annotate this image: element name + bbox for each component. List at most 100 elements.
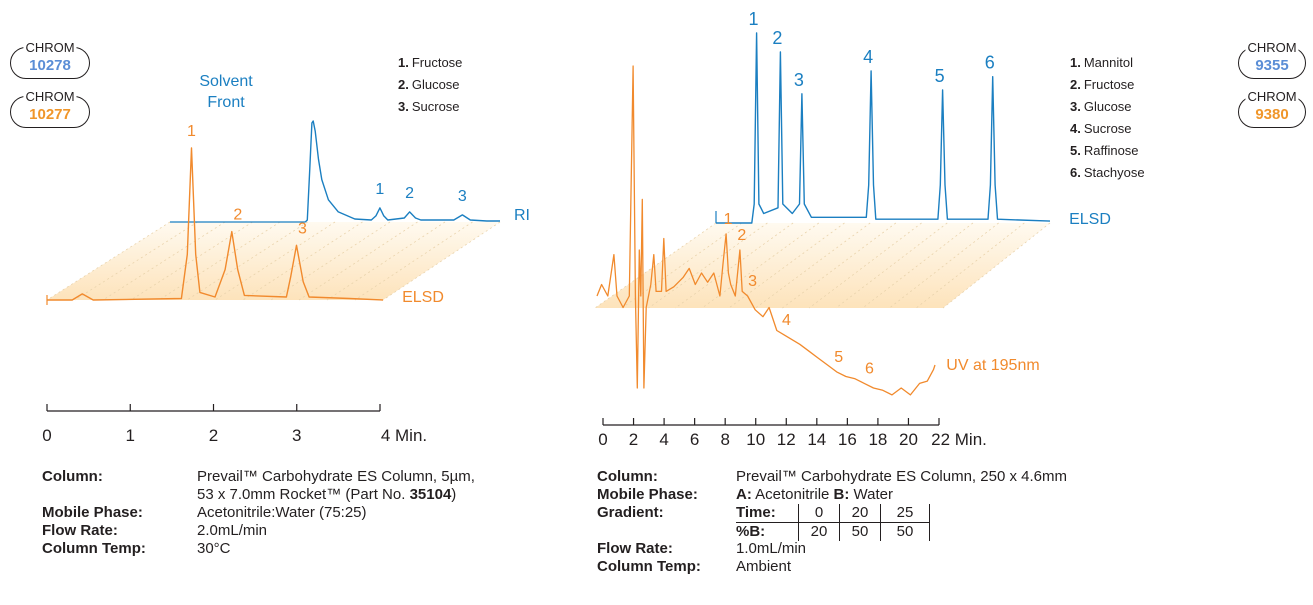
left-conditions: Column: Prevail™ Carbohydrate ES Column,… <box>42 468 572 558</box>
ri-peak-label: 2 <box>405 185 414 202</box>
plane-gridline <box>130 221 253 301</box>
uv-peak-label: 1 <box>724 211 733 228</box>
gradient-time-cell: 0 <box>798 504 840 523</box>
elsd-trace <box>47 147 384 301</box>
condition-key: Mobile Phase: <box>42 504 143 521</box>
gradient-b-label: %B: <box>736 523 766 540</box>
x-tick-label: 16 <box>838 430 857 449</box>
legend-item: 3. Sucrose <box>398 96 462 118</box>
condition-value: 53 x 7.0mm Rocket™ (Part No. 35104) <box>197 486 456 504</box>
condition-value: 2.0mL/min <box>197 522 268 539</box>
condition-value: Prevail™ Carbohydrate ES Column, 250 x 4… <box>736 468 1067 485</box>
legend-compound: Glucose <box>1083 99 1132 114</box>
plane-gridline <box>270 221 391 301</box>
uv-peak-label: 6 <box>865 360 874 377</box>
legend-number: 2. <box>398 77 409 92</box>
legend-item: 1. Mannitol <box>1070 52 1145 74</box>
mobile-b-key: B: <box>833 486 850 503</box>
condition-key: Column Temp: <box>597 558 701 575</box>
part-suffix: ) <box>451 486 457 503</box>
legend-number: 1. <box>1070 55 1081 70</box>
x-tick-label: 4 <box>659 430 668 449</box>
x-tick-label: 14 <box>807 430 826 449</box>
x-tick-label: 4 Min. <box>381 426 427 445</box>
condition-value: 1.0mL/min <box>736 540 807 557</box>
uv-trace <box>596 65 936 396</box>
plane-gridline <box>46 221 171 301</box>
chrom-badge-number: 9380 <box>1255 106 1289 123</box>
x-tick-label: 2 <box>209 426 218 445</box>
condition-value: Acetonitrile:Water (75:25) <box>197 504 367 521</box>
x-tick-label: 10 <box>746 430 765 449</box>
elsd-series-label: ELSD <box>402 289 444 306</box>
chrom-badge-9380: CHROM 9380 <box>1238 90 1306 128</box>
x-tick-label: 3 <box>292 426 301 445</box>
elsd-peak-label: 4 <box>863 47 873 67</box>
part-number: 35104 <box>409 486 452 503</box>
gradient-time-cell: 20 <box>839 504 881 523</box>
legend-item: 3. Glucose <box>1070 96 1145 118</box>
plane-gridline <box>74 221 198 301</box>
x-tick-label: 8 <box>720 430 729 449</box>
legend-item: 6. Stachyose <box>1070 162 1145 184</box>
solvent-front-label: Front <box>207 94 245 111</box>
plane-gridline <box>782 222 897 309</box>
condition-mobile-phase: Mobile Phase: Acetonitrile:Water (75:25) <box>42 504 572 522</box>
uv-series-label: UV at 195nm <box>946 357 1039 374</box>
ri-peak-label: 1 <box>375 181 384 198</box>
x-tick-label: 22 Min. <box>931 430 987 449</box>
right-chromatogram: 0 2 4 6 8 10 12 14 16 18 20 22 Min.123456ELSD123456… <box>594 9 1111 449</box>
elsd-peak-label: 2 <box>772 28 782 48</box>
elsd-peak-label: 2 <box>233 207 242 224</box>
x-tick-label: 1 <box>126 426 135 445</box>
chrom-badge-10277: CHROM 10277 <box>10 90 90 128</box>
solvent-front-label: Solvent <box>199 73 253 90</box>
plane-gridline <box>808 222 922 309</box>
elsd-trace <box>716 32 1051 224</box>
condition-flow-rate: Flow Rate: 1.0mL/min <box>597 540 1157 558</box>
condition-key: Column: <box>597 468 658 485</box>
ri-trace <box>304 120 500 223</box>
gradient-table-edge <box>929 522 930 541</box>
elsd-peak-label: 1 <box>187 123 196 140</box>
gradient-b-row: %B: 20 50 50 <box>736 522 930 541</box>
ri-series-label: RI <box>514 207 530 224</box>
condition-key: Flow Rate: <box>597 540 673 557</box>
right-peak-legend: 1. Mannitol 2. Fructose 3. Glucose 4. Sucros… <box>1070 52 1145 184</box>
chrom-badge-number: 10278 <box>29 57 71 74</box>
x-tick-label: 2 <box>629 430 638 449</box>
legend-compound: Raffinose <box>1083 143 1139 158</box>
plane-gridline <box>889 222 999 309</box>
gradient-table: Time: 0 20 25 %B: 20 50 50 <box>736 504 930 541</box>
left-chromatogram: 0 1 2 3 4 Min. 1 2 3 RI Solvent Front 1 2 3 ELSD <box>42 73 530 445</box>
legend-number: 1. <box>398 55 409 70</box>
x-tick-label: 20 <box>899 430 918 449</box>
elsd-series-label: ELSD <box>1069 211 1111 228</box>
plane-gridline <box>326 221 446 301</box>
uv-peak-label: 2 <box>737 227 746 244</box>
plane-gridline <box>298 221 418 301</box>
plane-gridline <box>158 221 281 301</box>
uv-peak-label: 3 <box>748 273 757 290</box>
legend-number: 4. <box>1070 121 1081 136</box>
mobile-a-value: Acetonitrile <box>755 486 830 503</box>
plane-gridline <box>102 221 226 301</box>
condition-key: Flow Rate: <box>42 522 118 539</box>
plane-gridline <box>242 221 363 301</box>
part-prefix: 53 x 7.0mm Rocket™ (Part No. <box>197 486 410 503</box>
plane-shade <box>595 223 1050 308</box>
legend-compound: Mannitol <box>1083 55 1133 70</box>
x-tick-label: 0 <box>598 430 607 449</box>
mobile-b-value: Water <box>853 486 893 503</box>
plane-gridline <box>701 222 820 309</box>
ri-peak-label: 3 <box>458 188 467 205</box>
mobile-a-key: A: <box>736 486 752 503</box>
condition-flow-rate: Flow Rate: 2.0mL/min <box>42 522 572 540</box>
condition-value: A: Acetonitrile B: Water <box>736 486 893 504</box>
legend-item: 5. Raffinose <box>1070 140 1145 162</box>
gradient-time-cell: 25 <box>880 504 930 523</box>
plane-gridline <box>755 222 871 309</box>
condition-key: Mobile Phase: <box>597 486 698 503</box>
elsd-peak-label: 3 <box>298 220 307 237</box>
uv-peak-label: 5 <box>834 349 843 366</box>
